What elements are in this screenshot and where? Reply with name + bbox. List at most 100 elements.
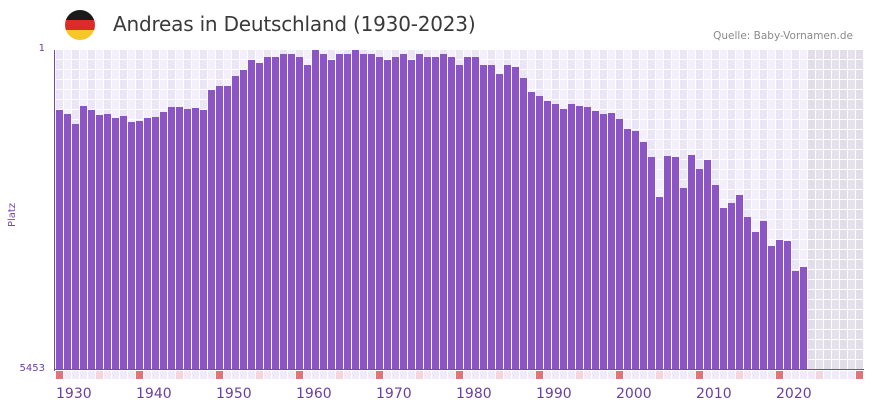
bar-1958[interactable] [280, 53, 287, 370]
bar-1974[interactable] [408, 59, 415, 370]
bar-1943[interactable] [160, 112, 167, 370]
bar-1940[interactable] [136, 120, 143, 370]
x-tick-label: 1930 [56, 386, 92, 402]
year-marker [152, 371, 159, 379]
bar-2010[interactable] [696, 168, 703, 370]
bar-1948[interactable] [200, 109, 207, 370]
bar-1997[interactable] [592, 111, 599, 370]
bar-1992[interactable] [552, 104, 559, 370]
bar-1964[interactable] [328, 59, 335, 370]
bar-1963[interactable] [320, 53, 327, 370]
bar-1967[interactable] [352, 50, 359, 370]
bar-1985[interactable] [496, 73, 503, 370]
bar-1932[interactable] [72, 123, 79, 370]
bar-2000[interactable] [616, 119, 623, 370]
bar-2006[interactable] [664, 156, 671, 370]
bar-2001[interactable] [624, 129, 631, 370]
bar-1973[interactable] [400, 53, 407, 370]
bar-1989[interactable] [528, 92, 535, 370]
bar-2017[interactable] [752, 231, 759, 370]
year-marker [560, 371, 567, 379]
bar-1933[interactable] [80, 105, 87, 370]
bar-2008[interactable] [680, 188, 687, 370]
bar-1942[interactable] [152, 117, 159, 370]
bar-1983[interactable] [480, 65, 487, 370]
bar-1959[interactable] [288, 53, 295, 370]
bar-2013[interactable] [720, 208, 727, 370]
bar-2018[interactable] [760, 220, 767, 370]
bar-1981[interactable] [464, 56, 471, 370]
bar-1947[interactable] [192, 108, 199, 370]
bar-2021[interactable] [784, 241, 791, 370]
bar-1988[interactable] [520, 77, 527, 370]
bar-1952[interactable] [232, 75, 239, 370]
bar-1996[interactable] [584, 106, 591, 370]
bar-1966[interactable] [344, 53, 351, 370]
bar-1977[interactable] [432, 56, 439, 370]
bar-1960[interactable] [296, 56, 303, 370]
bar-2002[interactable] [632, 130, 639, 370]
bar-2009[interactable] [688, 154, 695, 370]
bar-1970[interactable] [376, 56, 383, 370]
bar-2004[interactable] [648, 157, 655, 370]
bar-1993[interactable] [560, 109, 567, 370]
bar-2003[interactable] [640, 142, 647, 370]
bar-1951[interactable] [224, 85, 231, 370]
bar-1965[interactable] [336, 53, 343, 370]
bar-1980[interactable] [456, 65, 463, 370]
bar-2005[interactable] [656, 196, 663, 370]
bar-1938[interactable] [120, 116, 127, 370]
bar-2014[interactable] [728, 202, 735, 370]
bar-1994[interactable] [568, 104, 575, 370]
bar-1936[interactable] [104, 114, 111, 370]
bar-1961[interactable] [304, 65, 311, 370]
bar-1984[interactable] [488, 65, 495, 370]
bar-2020[interactable] [776, 239, 783, 370]
bar-2016[interactable] [744, 216, 751, 370]
bar-1962[interactable] [312, 50, 319, 370]
bar-1991[interactable] [544, 100, 551, 370]
bar-2007[interactable] [672, 157, 679, 370]
bar-1990[interactable] [536, 95, 543, 370]
bar-1955[interactable] [256, 62, 263, 370]
bar-1939[interactable] [128, 121, 135, 370]
bar-1968[interactable] [360, 53, 367, 370]
bar-1937[interactable] [112, 117, 119, 370]
bar-1949[interactable] [208, 89, 215, 370]
bar-1953[interactable] [240, 69, 247, 370]
bar-1982[interactable] [472, 56, 479, 370]
bar-1935[interactable] [96, 114, 103, 370]
bar-1969[interactable] [368, 53, 375, 370]
bar-1957[interactable] [272, 56, 279, 370]
bar-1975[interactable] [416, 53, 423, 370]
bar-2011[interactable] [704, 160, 711, 370]
bar-1946[interactable] [184, 109, 191, 370]
bar-1945[interactable] [176, 106, 183, 370]
bar-2023[interactable] [800, 266, 807, 370]
year-marker [528, 371, 535, 379]
bar-1941[interactable] [144, 117, 151, 370]
bar-2015[interactable] [736, 194, 743, 370]
bar-1976[interactable] [424, 56, 431, 370]
bar-1999[interactable] [608, 113, 615, 370]
bar-1995[interactable] [576, 105, 583, 370]
bar-1934[interactable] [88, 109, 95, 370]
bar-2019[interactable] [768, 245, 775, 370]
bar-1931[interactable] [64, 114, 71, 370]
bar-1930[interactable] [56, 109, 63, 370]
bar-2012[interactable] [712, 185, 719, 370]
bar-1979[interactable] [448, 56, 455, 370]
germany-flag-icon [65, 10, 95, 40]
bar-1972[interactable] [392, 56, 399, 370]
bar-1954[interactable] [248, 59, 255, 370]
bar-1971[interactable] [384, 59, 391, 370]
year-marker [176, 371, 183, 379]
bar-1978[interactable] [440, 53, 447, 370]
bar-1944[interactable] [168, 106, 175, 370]
bar-1956[interactable] [264, 56, 271, 370]
bar-2022[interactable] [792, 270, 799, 370]
bar-1986[interactable] [504, 65, 511, 370]
bar-1987[interactable] [512, 67, 519, 370]
bar-1950[interactable] [216, 85, 223, 370]
bar-1998[interactable] [600, 114, 607, 370]
